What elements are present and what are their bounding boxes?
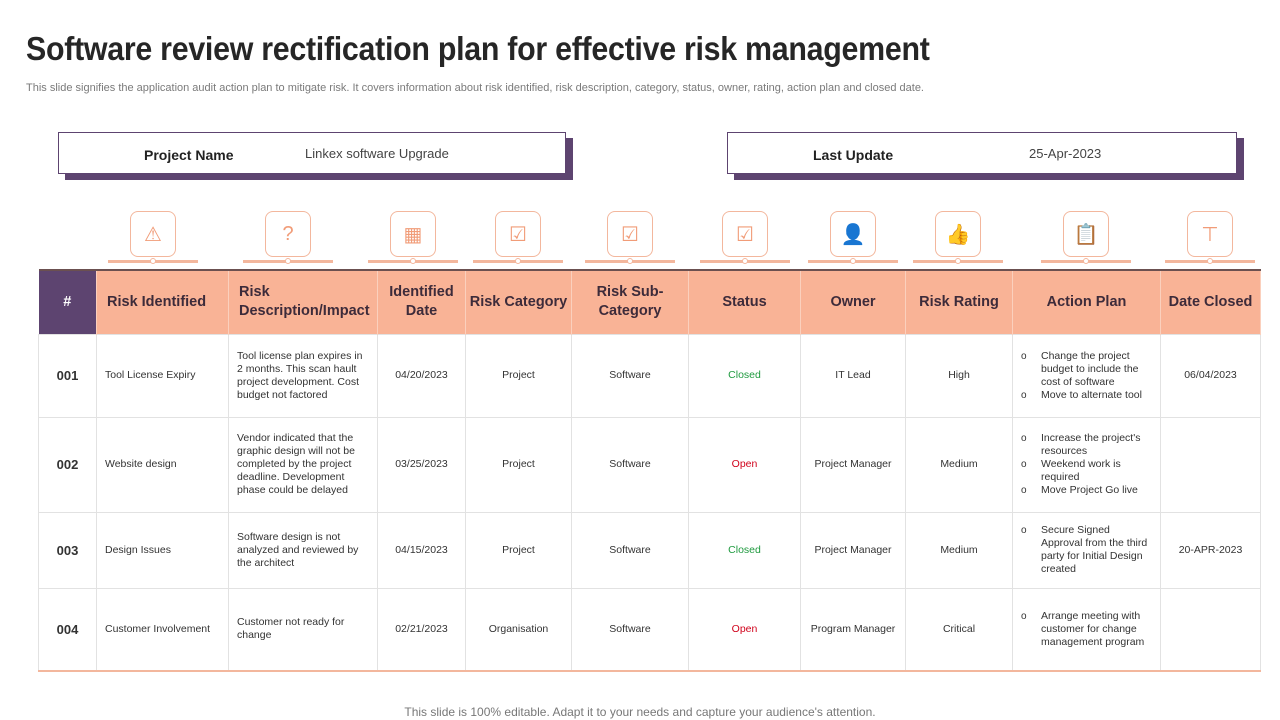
action-plan-item: Move to alternate tool (1021, 389, 1152, 402)
table-row: 003 Design Issues Software design is not a… (38, 511, 1261, 589)
action-plan: Arrange meeting with customer for change… (1012, 587, 1161, 672)
action-plan-item: Weekend work is required (1021, 458, 1152, 484)
risk-identified: Website design (96, 416, 229, 513)
icon-connector (808, 258, 898, 264)
owner: Project Manager (800, 416, 906, 513)
action-plan: Secure Signed Approval from the third pa… (1012, 511, 1161, 589)
footer-note: This slide is 100% editable. Adapt it to… (404, 705, 876, 719)
header-action-plan: Action Plan (1012, 269, 1161, 334)
row-number: 001 (38, 333, 97, 418)
identified-date: 02/21/2023 (377, 587, 466, 672)
action-plan-item: Increase the project's resources (1021, 432, 1152, 458)
risk-sub-category: Software (571, 333, 689, 418)
icon-connector (1041, 258, 1131, 264)
header-owner: Owner (800, 269, 906, 334)
calendar-search-icon: ▦ (390, 211, 436, 257)
date-closed: 20-APR-2023 (1160, 511, 1261, 589)
icon-connector (913, 258, 1003, 264)
risk-identified: Tool License Expiry (96, 333, 229, 418)
icon-connector (473, 258, 563, 264)
rating-thumbs-up-icon: 👍 (935, 211, 981, 257)
identified-date: 03/25/2023 (377, 416, 466, 513)
hierarchy-icon: ⊤ (1187, 211, 1233, 257)
risk-description: Vendor indicated that the graphic design… (228, 416, 378, 513)
page-subtitle: This slide signifies the application aud… (26, 82, 924, 94)
header-number: # (38, 269, 97, 334)
page-title: Software review rectification plan for e… (26, 30, 930, 67)
risk-rating: Critical (905, 587, 1013, 672)
action-plan: Change the project budget to include the… (1012, 333, 1161, 418)
action-plan-item: Move Project Go live (1021, 484, 1152, 497)
risk-description: Tool license plan expires in 2 months. T… (228, 333, 378, 418)
project-name-value: Linkex software Upgrade (305, 146, 449, 161)
monitor-warning-icon: ⚠ (130, 211, 176, 257)
risk-sub-category: Software (571, 511, 689, 589)
last-update-value: 25-Apr-2023 (1029, 146, 1102, 161)
risk-category: Project (465, 511, 572, 589)
risk-rating: High (905, 333, 1013, 418)
icon-connector (108, 258, 198, 264)
clipboard-check-icon: ☑ (495, 211, 541, 257)
question-orbit-icon: ? (265, 211, 311, 257)
owner: Project Manager (800, 511, 906, 589)
icon-connector (1165, 258, 1255, 264)
table-header-row: # Risk Identified Risk Description/Impact I… (38, 269, 1261, 334)
owner: Program Manager (800, 587, 906, 672)
header-risk-description-impact: Risk Description/Impact (228, 269, 378, 334)
risk-description: Customer not ready for change (228, 587, 378, 672)
status: Closed (688, 333, 801, 418)
header-risk-category: Risk Category (465, 269, 572, 334)
identified-date: 04/15/2023 (377, 511, 466, 589)
row-number: 002 (38, 416, 97, 513)
header-date-closed: Date Closed (1160, 269, 1261, 334)
risk-table: # Risk Identified Risk Description/Impact I… (38, 269, 1261, 672)
risk-identified: Customer Involvement (96, 587, 229, 672)
date-closed (1160, 416, 1261, 513)
table-row: 002 Website design Vendor indicated that t… (38, 416, 1261, 513)
table-row: 001 Tool License Expiry Tool license plan … (38, 333, 1261, 418)
action-plan-item: Secure Signed Approval from the third pa… (1021, 524, 1152, 576)
risk-description: Software design is not analyzed and revi… (228, 511, 378, 589)
risk-category: Project (465, 416, 572, 513)
status: Open (688, 587, 801, 672)
icon-connector (243, 258, 333, 264)
risk-identified: Design Issues (96, 511, 229, 589)
date-closed: 06/04/2023 (1160, 333, 1261, 418)
last-update-box: Last Update 25-Apr-2023 (727, 132, 1237, 174)
date-closed (1160, 587, 1261, 672)
last-update-label: Last Update (813, 147, 894, 163)
icon-connector (700, 258, 790, 264)
risk-sub-category: Software (571, 416, 689, 513)
action-plan-item: Change the project budget to include the… (1021, 350, 1152, 389)
project-name-box: Project Name Linkex software Upgrade (58, 132, 566, 174)
risk-category: Organisation (465, 587, 572, 672)
risk-sub-category: Software (571, 587, 689, 672)
icon-connector (368, 258, 458, 264)
table-row: 004 Customer Involvement Customer not read… (38, 587, 1261, 672)
status: Open (688, 416, 801, 513)
owner: IT Lead (800, 333, 906, 418)
person-icon: 👤 (830, 211, 876, 257)
header-risk-rating: Risk Rating (905, 269, 1013, 334)
header-risk-sub-category: Risk Sub-Category (571, 269, 689, 334)
clipboard-document-icon: 📋 (1063, 211, 1109, 257)
action-plan-item: Arrange meeting with customer for change… (1021, 610, 1152, 649)
header-identified-date: Identified Date (377, 269, 466, 334)
identified-date: 04/20/2023 (377, 333, 466, 418)
risk-rating: Medium (905, 511, 1013, 589)
icon-connector (585, 258, 675, 264)
risk-category: Project (465, 333, 572, 418)
row-number: 003 (38, 511, 97, 589)
row-number: 004 (38, 587, 97, 672)
clipboard-check-icon: ☑ (722, 211, 768, 257)
status: Closed (688, 511, 801, 589)
project-name-label: Project Name (144, 147, 234, 163)
risk-rating: Medium (905, 416, 1013, 513)
action-plan: Increase the project's resourcesWeekend … (1012, 416, 1161, 513)
header-status: Status (688, 269, 801, 334)
header-risk-identified: Risk Identified (96, 269, 229, 334)
clipboard-check-icon: ☑ (607, 211, 653, 257)
